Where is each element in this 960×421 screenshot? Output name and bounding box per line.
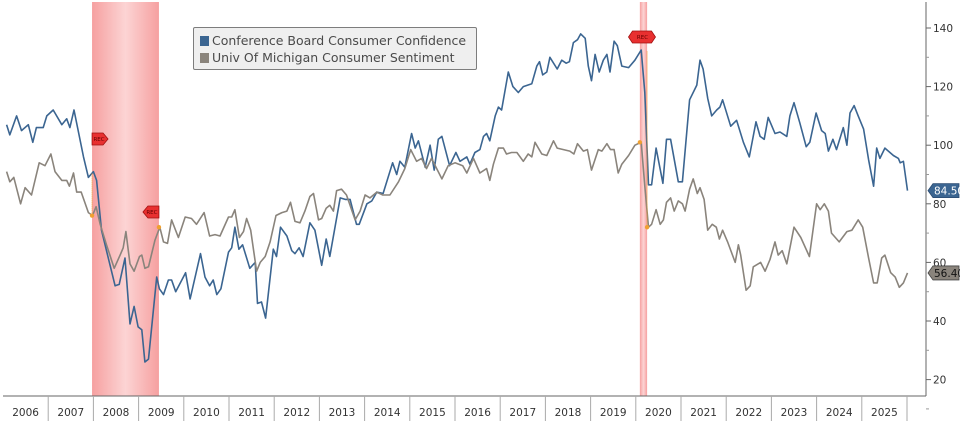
series-line-0 <box>5 33 909 363</box>
last-value-label: 84.50 <box>934 186 960 198</box>
y-tick-label: 20 <box>933 375 946 387</box>
x-tick-label: 2014 <box>374 407 401 419</box>
legend-item-michigan: Univ Of Michigan Consumer Sentiment <box>200 49 470 66</box>
recession-flag-icon <box>628 30 656 44</box>
x-tick-label: 2007 <box>57 407 84 419</box>
x-tick-label: 2019 <box>600 407 627 419</box>
recession-point-dot <box>637 140 643 145</box>
x-tick-label: 2008 <box>103 407 130 419</box>
x-tick-label: 2013 <box>329 407 356 419</box>
recession-flag: REC <box>91 132 109 146</box>
recession-flag-label: REC <box>637 35 648 41</box>
recession-point-dot <box>644 225 650 230</box>
x-tick-label: 2020 <box>645 407 672 419</box>
legend-label: Conference Board Consumer Confidence <box>212 33 467 48</box>
x-tick-label: 2011 <box>238 407 265 419</box>
y-tick-label: 120 <box>933 82 953 94</box>
y-tick-label: 140 <box>933 23 953 35</box>
recession-flag-label: REC <box>93 137 104 143</box>
x-tick-label: 2015 <box>419 407 446 419</box>
y-tick-label: 100 <box>933 140 953 152</box>
legend-swatch <box>200 52 209 63</box>
y-tick-label: 40 <box>933 316 946 328</box>
x-tick-label: 2017 <box>509 407 536 419</box>
x-tick-label: 2009 <box>148 407 175 419</box>
last-value-flag-0: 84.50 <box>927 183 960 199</box>
recession-flag-icon <box>91 132 109 146</box>
last-value-flag-shape <box>927 265 960 281</box>
legend-label: Univ Of Michigan Consumer Sentiment <box>212 50 455 65</box>
legend: Conference Board Consumer Confidence Uni… <box>193 27 477 70</box>
recession-band <box>639 2 648 396</box>
y-tick-label: 80 <box>933 199 946 211</box>
last-value-label: 56.40 <box>934 268 960 280</box>
axes: 2006 2007 2008 2009 2010 2011 2012 2013 2014 2015… <box>3 2 953 421</box>
recession-shading-layer <box>92 2 648 396</box>
last-value-flags: 84.50 56.40 <box>927 183 960 281</box>
x-tick-label: 2018 <box>555 407 582 419</box>
x-tick-label: 2024 <box>826 407 853 419</box>
legend-item-conference-board: Conference Board Consumer Confidence <box>200 32 470 49</box>
recession-markers: REC REC REC <box>89 30 656 230</box>
recession-flag-icon <box>142 205 160 219</box>
x-tick-label: 2021 <box>690 407 717 419</box>
recession-point-dot <box>156 225 162 230</box>
x-tick-label: 2016 <box>464 407 491 419</box>
series-lines <box>5 33 909 363</box>
recession-point-dot <box>89 213 95 218</box>
recession-band <box>92 2 159 396</box>
series-line-1 <box>5 140 909 291</box>
last-value-flag-shape <box>927 183 960 199</box>
legend-swatch <box>200 35 209 46</box>
recession-flag-label: REC <box>146 210 157 216</box>
x-tick-label: 2010 <box>193 407 220 419</box>
last-value-flag-1: 56.40 <box>927 265 960 281</box>
x-tick-label: 2025 <box>871 407 898 419</box>
x-tick-label: 2023 <box>781 407 808 419</box>
x-tick-label: 2006 <box>12 407 39 419</box>
recession-flag: REC <box>142 205 160 219</box>
x-tick-label: 2022 <box>735 407 762 419</box>
recession-flag: REC <box>628 30 656 44</box>
x-tick-label: 2012 <box>283 407 310 419</box>
